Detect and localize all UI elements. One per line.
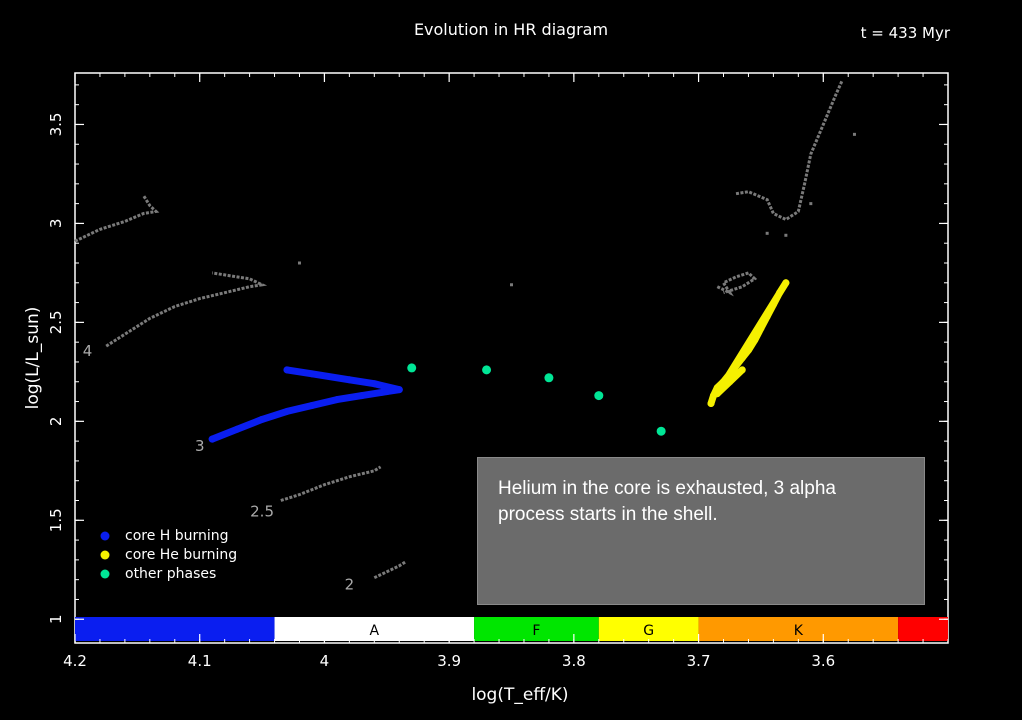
legend-marker-2 <box>100 569 110 579</box>
series-line-1 <box>707 279 790 407</box>
spectral-band-4 <box>698 617 899 641</box>
series-1-point-9 <box>757 324 765 332</box>
series-0-point-6 <box>358 392 366 400</box>
y-tick-label-4: 3 <box>47 219 65 229</box>
spectral-band-3 <box>598 617 699 641</box>
series-2-point-0 <box>407 363 417 373</box>
series-1-point-15 <box>726 378 734 386</box>
spectral-band-5 <box>898 617 948 641</box>
series-0-point-2 <box>258 415 266 423</box>
series-1-point-8 <box>751 336 759 344</box>
track-3.5 <box>105 271 268 348</box>
mass-label-0: 4 <box>83 342 93 360</box>
mass-labels: 432.52 <box>83 342 354 594</box>
x-tick-label-3: 3.9 <box>437 652 461 670</box>
x-axis-label: log(T_eff/K) <box>471 685 568 705</box>
x-tick-label-2: 4 <box>320 652 330 670</box>
series-0-point-12 <box>283 366 291 374</box>
series-1-point-16 <box>738 366 746 374</box>
track-2 <box>373 560 407 580</box>
track-giant-branch <box>716 271 758 297</box>
chart-title: Evolution in HR diagram <box>413 20 609 39</box>
track-dot-2 <box>852 132 856 136</box>
series-1-point-2 <box>713 384 721 392</box>
y-tick-label-2: 2 <box>47 417 65 427</box>
series-1-point-7 <box>744 346 752 354</box>
series-0-point-1 <box>233 425 241 433</box>
evolution-tracks <box>74 80 856 580</box>
series-1-point-13 <box>782 279 790 287</box>
info-box-text: Helium in the core is exhausted, 3 alpha… <box>498 478 836 525</box>
track-dot-3 <box>765 231 769 235</box>
data-points <box>208 279 790 443</box>
x-tick-label-1: 4.1 <box>188 652 212 670</box>
track-4 <box>74 194 160 243</box>
series-1-point-11 <box>769 301 777 309</box>
series-0-point-11 <box>308 370 316 378</box>
y-axis-label: log(L/L_sun) <box>23 307 43 410</box>
series-0-point-3 <box>283 407 291 415</box>
legend-label-0: core H burning <box>125 528 229 544</box>
series-1-point-0 <box>707 400 715 408</box>
y-tick-label-0: 1 <box>47 614 65 624</box>
series-1-point-10 <box>763 312 771 320</box>
series-1-point-12 <box>776 289 784 297</box>
y-tick-label-3: 2.5 <box>47 310 65 334</box>
series-2-point-4 <box>656 426 666 436</box>
mass-label-2: 2.5 <box>250 502 274 520</box>
mass-label-1: 3 <box>195 437 205 455</box>
y-tick-label-1: 1.5 <box>47 508 65 532</box>
series-0-point-10 <box>345 376 353 384</box>
spectral-band-label-F: F <box>532 623 540 639</box>
axis-ticks: 4.2 4.1 4 3.9 3.8 3.7 3.6 1 1.5 2 2.5 3 3.5 <box>47 73 949 670</box>
series-2-point-1 <box>482 365 492 375</box>
legend: core H burning core He burning other phase… <box>100 528 237 582</box>
series-2-point-2 <box>544 373 554 383</box>
x-tick-label-6: 3.6 <box>811 652 835 670</box>
track-dot-4 <box>784 233 788 237</box>
spectral-band-label-A: A <box>370 623 380 639</box>
series-0-point-9 <box>370 380 378 388</box>
spectral-band-1 <box>274 617 475 641</box>
x-tick-label-0: 4.2 <box>63 652 87 670</box>
time-readout: t = 433 Myr <box>860 24 950 42</box>
series-1-point-4 <box>726 370 734 378</box>
spectral-band-0 <box>75 617 275 641</box>
spectral-band-2 <box>474 617 599 641</box>
legend-label-1: core He burning <box>125 547 237 563</box>
series-1-point-5 <box>732 362 740 370</box>
info-box: Helium in the core is exhausted, 3 alpha… <box>477 457 925 605</box>
spectral-band-label-G: G <box>643 623 654 639</box>
series-0-point-8 <box>395 386 403 394</box>
series-0-point-7 <box>383 388 391 396</box>
series-1-point-14 <box>713 390 721 398</box>
series-1-point-3 <box>720 378 728 386</box>
track-dot-1 <box>510 283 513 287</box>
x-tick-label-5: 3.7 <box>687 652 711 670</box>
legend-marker-0 <box>100 531 110 541</box>
legend-label-2: other phases <box>125 566 216 582</box>
y-tick-label-5: 3.5 <box>47 113 65 137</box>
plot-frame <box>74 72 949 644</box>
track-2.5 <box>280 465 382 502</box>
track-giant-upper <box>735 80 844 222</box>
track-dot-0 <box>297 261 301 265</box>
series-0-point-5 <box>333 396 341 404</box>
legend-marker-1 <box>100 550 110 560</box>
series-1-point-6 <box>738 354 746 362</box>
series-2-point-3 <box>594 391 604 401</box>
series-0-point-4 <box>308 402 316 409</box>
series-0-point-0 <box>208 435 216 443</box>
spectral-band-label-K: K <box>794 623 804 639</box>
mass-label-3: 2 <box>345 576 355 594</box>
track-dot-5 <box>809 202 813 206</box>
x-tick-label-4: 3.8 <box>562 652 586 670</box>
